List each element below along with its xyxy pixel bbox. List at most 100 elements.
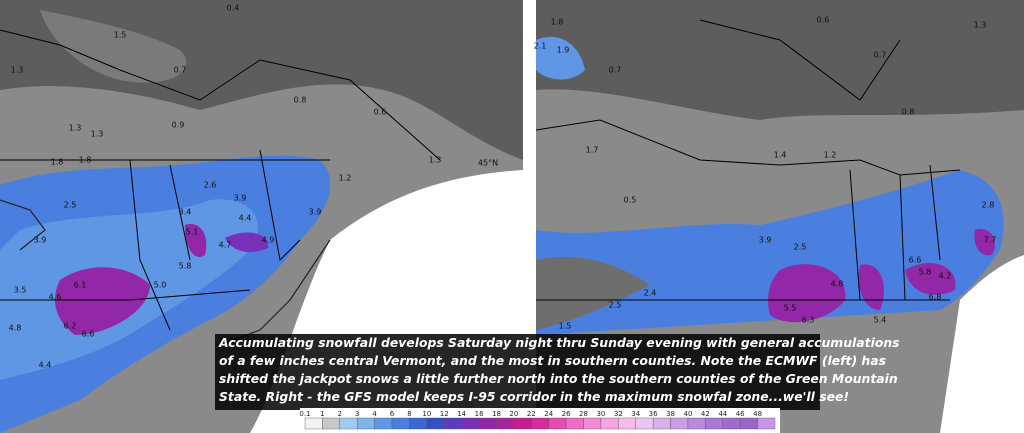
scale-label: 34 bbox=[631, 410, 640, 418]
map-value-label: 1.2 bbox=[339, 174, 352, 183]
map-value-label: 3.9 bbox=[759, 236, 772, 245]
map-value-label: 2.5 bbox=[64, 201, 77, 210]
map-value-label: 7.7 bbox=[984, 236, 997, 245]
caption-line: State. Right - the GFS model keeps I-95 … bbox=[219, 389, 849, 404]
scale-swatch bbox=[426, 417, 445, 430]
scale-swatch bbox=[339, 417, 358, 430]
scale-label: 44 bbox=[718, 410, 727, 418]
map-value-label: 1.5 bbox=[559, 322, 572, 331]
scale-label: 48 bbox=[753, 410, 762, 418]
scale-label: 2 bbox=[338, 410, 342, 418]
map-value-label: 4.4 bbox=[239, 214, 252, 223]
scale-label: 26 bbox=[562, 410, 571, 418]
map-value-label: 1.9 bbox=[557, 46, 570, 55]
map-value-label: 4.8 bbox=[9, 324, 22, 333]
map-value-label: 0.9 bbox=[172, 121, 185, 130]
map-value-label: 5.1 bbox=[186, 228, 199, 237]
scale-swatch bbox=[705, 417, 723, 430]
scale-swatch bbox=[391, 417, 410, 430]
scale-swatch bbox=[687, 417, 706, 430]
map-value-label: 6.6 bbox=[909, 256, 922, 265]
map-value-label: 2.4 bbox=[644, 289, 657, 298]
map-value-label: 0.6 bbox=[374, 108, 387, 117]
scale-label: 10 bbox=[422, 410, 431, 418]
map-value-label: 2.8 bbox=[982, 201, 995, 210]
map-value-label: 1.2 bbox=[824, 151, 837, 160]
scale-swatch bbox=[618, 417, 636, 430]
scale-label: 28 bbox=[579, 410, 588, 418]
scale-label: 24 bbox=[544, 410, 553, 418]
scale-label: 12 bbox=[440, 410, 449, 418]
scale-label: 36 bbox=[649, 410, 658, 418]
map-value-label: 6.2 bbox=[64, 322, 77, 331]
map-value-label: 1.3 bbox=[69, 124, 82, 133]
scale-swatch bbox=[739, 417, 758, 430]
scale-label: 46 bbox=[736, 410, 745, 418]
map-value-label: 0.7 bbox=[874, 51, 887, 60]
map-value-label: 1.7 bbox=[586, 146, 599, 155]
map-value-label: 4.9 bbox=[262, 236, 275, 245]
map-value-label: 0.7 bbox=[174, 66, 187, 75]
scale-label: 6 bbox=[390, 410, 395, 418]
map-value-label: 5.0 bbox=[154, 281, 167, 290]
scale-label: 0.1 bbox=[299, 410, 310, 418]
map-value-label: 2.1 bbox=[534, 42, 547, 51]
scale-label: 14 bbox=[457, 410, 466, 418]
map-value-label: 3.9 bbox=[309, 208, 322, 217]
map-value-label: 0.7 bbox=[609, 66, 622, 75]
scale-label: 20 bbox=[509, 410, 518, 418]
scale-swatch bbox=[670, 417, 689, 430]
caption-line: Accumulating snowfall develops Saturday … bbox=[218, 335, 900, 350]
scale-swatch bbox=[565, 417, 584, 430]
map-value-label: 4.2 bbox=[939, 272, 952, 281]
scale-swatch bbox=[600, 417, 619, 430]
map-value-label: 1.8 bbox=[551, 18, 564, 27]
scale-swatch bbox=[496, 417, 515, 430]
scale-swatch bbox=[757, 417, 776, 430]
map-value-label: 0.8 bbox=[902, 108, 915, 117]
scale-label: 8 bbox=[407, 410, 411, 418]
scale-label: 42 bbox=[701, 410, 710, 418]
panel-gap bbox=[523, 0, 536, 433]
map-value-label: 0.6 bbox=[817, 16, 830, 25]
map-value-label: 4.4 bbox=[39, 361, 52, 370]
scale-swatch bbox=[304, 417, 323, 430]
scale-swatch bbox=[531, 417, 549, 430]
scale-label: 3 bbox=[355, 410, 359, 418]
scale-label: 4 bbox=[372, 410, 377, 418]
scale-label: 32 bbox=[614, 410, 623, 418]
scale-swatch bbox=[409, 417, 428, 430]
scale-swatch bbox=[322, 417, 341, 430]
map-value-label: 5.5 bbox=[784, 304, 797, 313]
map-value-label: 4.6 bbox=[49, 293, 62, 302]
map-value-label: 5.4 bbox=[874, 316, 887, 325]
map-value-label: 4.7 bbox=[219, 241, 232, 250]
scale-label: 16 bbox=[475, 410, 484, 418]
map-value-label: 3.9 bbox=[234, 194, 247, 203]
map-value-label: 3.4 bbox=[179, 208, 192, 217]
map-value-label: 6.1 bbox=[74, 281, 87, 290]
scale-swatch bbox=[722, 417, 741, 430]
map-value-label: 0.8 bbox=[294, 96, 307, 105]
map-value-label: 5.8 bbox=[919, 268, 932, 277]
scale-swatch bbox=[478, 417, 497, 430]
map-value-label: 2.6 bbox=[204, 181, 217, 190]
scale-label: 38 bbox=[666, 410, 675, 418]
scale-swatch bbox=[461, 417, 480, 430]
scale-swatch bbox=[548, 417, 567, 430]
map-value-label: 0.5 bbox=[624, 196, 637, 205]
map-value-label: 2.5 bbox=[794, 243, 807, 252]
map-value-label: 5.8 bbox=[179, 262, 192, 271]
scale-label: 1 bbox=[320, 410, 324, 418]
scale-swatch bbox=[357, 417, 375, 430]
map-value-label: 6.8 bbox=[929, 293, 942, 302]
map-value-label: 3.5 bbox=[14, 286, 27, 295]
caption-box bbox=[215, 334, 820, 410]
map-value-label: 1.3 bbox=[11, 66, 24, 75]
scale-swatch bbox=[652, 417, 671, 430]
map-value-label: 1.8 bbox=[51, 158, 64, 167]
map-value-label: 2.5 bbox=[609, 301, 622, 310]
scale-swatch bbox=[583, 417, 602, 430]
map-value-label: 1.8 bbox=[79, 156, 92, 165]
